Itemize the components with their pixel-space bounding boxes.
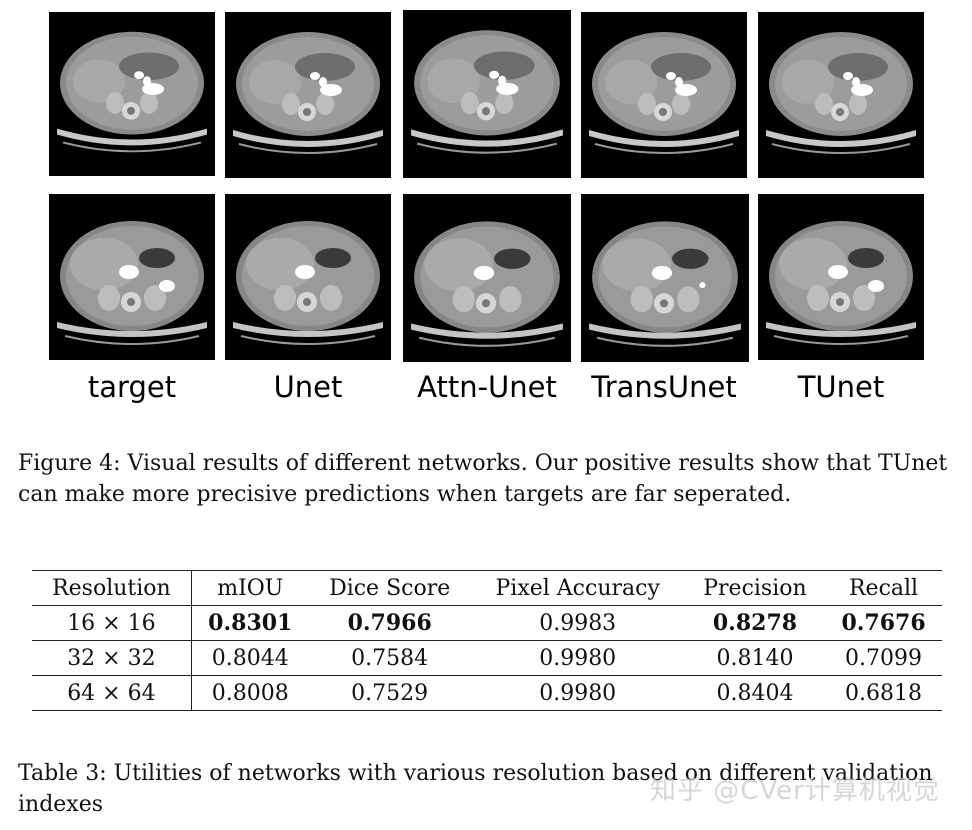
table-cell: 0.8404: [716, 680, 794, 706]
ct-panel-target-row-1: [49, 12, 215, 176]
table-cell: 64 × 64: [32, 675, 192, 711]
header-precision: Precision: [703, 575, 807, 601]
ct-panel-transunet-row-2: [581, 194, 749, 362]
column-label-transunet: TransUnet: [591, 370, 737, 404]
column-label-target: target: [87, 370, 177, 404]
table-caption: Table 3: Utilities of networks with vari…: [18, 761, 933, 817]
header-dice-score: Dice Score: [329, 575, 451, 601]
table-cell: 0.8044: [211, 645, 289, 671]
table-cell: 0.8140: [716, 645, 794, 671]
column-label-unet: Unet: [273, 370, 343, 404]
table-cell: 0.7099: [845, 645, 923, 671]
table-row: 32 × 32 0.8044 0.7584 0.9980 0.8140 0.7099: [32, 640, 942, 676]
table-cell: 0.9983: [539, 610, 617, 636]
table-cell: 0.9980: [539, 645, 617, 671]
table-cell: 0.9980: [539, 680, 617, 706]
figure-4: target Unet Attn-Unet TransUnet TUnet: [49, 10, 924, 404]
header-resolution: Resolution: [32, 570, 192, 606]
ct-panel-target-row-2: [49, 194, 215, 360]
table-row: 64 × 64 0.8008 0.7529 0.9980 0.8404 0.6818: [32, 675, 942, 711]
ct-panel-unet-row-2: [225, 194, 391, 360]
table-cell: 0.7966: [347, 610, 432, 636]
table-cell: 0.6818: [845, 680, 923, 706]
figure-caption: Figure 4: Visual results of different ne…: [18, 451, 948, 507]
header-pixel-accuracy: Pixel Accuracy: [495, 575, 660, 601]
table-cell: 0.7676: [841, 610, 926, 636]
ct-panel-tunet-row-1: [758, 12, 924, 178]
table-cell: 0.7529: [351, 680, 429, 706]
ct-panel-unet-row-1: [225, 12, 391, 178]
table-cell: 0.8278: [712, 610, 798, 636]
watermark: 知乎 @CVer计算机视觉: [650, 776, 940, 806]
results-table: Resolution mIOU Dice Score Pixel Accurac…: [32, 570, 942, 711]
column-label-attn-unet: Attn-Unet: [417, 370, 557, 404]
ct-panel-attn-unet-row-1: [403, 10, 571, 178]
ct-panel-transunet-row-1: [581, 12, 747, 178]
ct-panel-tunet-row-2: [758, 194, 924, 360]
column-label-tunet: TUnet: [797, 370, 885, 404]
table-cell: 32 × 32: [32, 640, 192, 676]
table-cell: 16 × 16: [32, 605, 192, 641]
ct-panel-attn-unet-row-2: [403, 194, 571, 362]
table-header-row: Resolution mIOU Dice Score Pixel Accurac…: [32, 570, 942, 606]
table-cell: 0.8008: [211, 680, 289, 706]
table-cell: 0.8301: [208, 610, 293, 636]
table-cell: 0.7584: [351, 645, 429, 671]
table-row: 16 × 16 0.8301 0.7966 0.9983 0.8278 0.7676: [32, 605, 942, 641]
header-miou: mIOU: [217, 575, 284, 601]
header-recall: Recall: [848, 575, 919, 601]
